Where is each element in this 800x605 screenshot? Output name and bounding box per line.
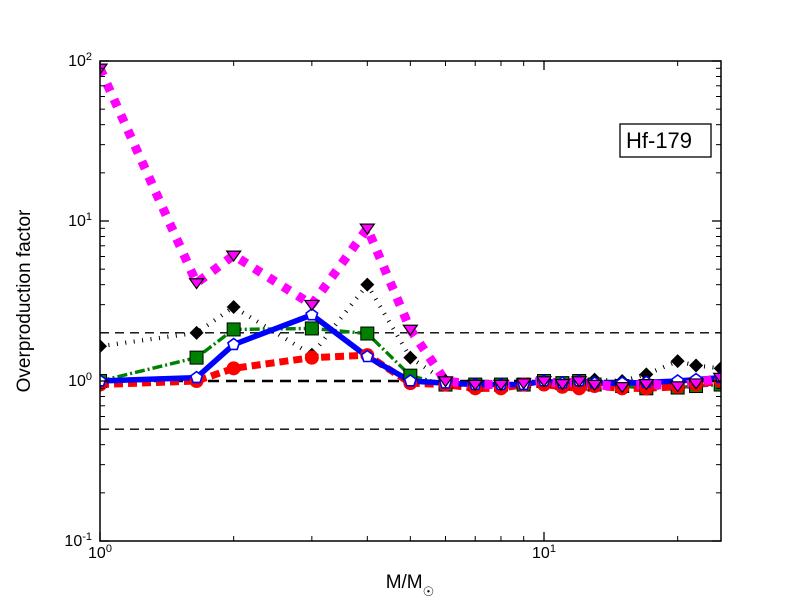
svg-text:Hf-179: Hf-179 [626,128,692,153]
svg-text:Overproduction factor: Overproduction factor [14,209,35,392]
